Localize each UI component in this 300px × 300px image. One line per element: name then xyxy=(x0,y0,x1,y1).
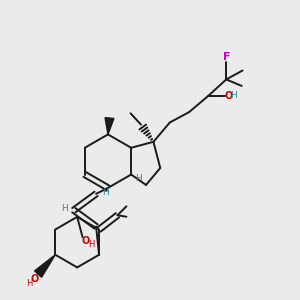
Text: H: H xyxy=(230,91,237,100)
Text: H: H xyxy=(27,279,33,288)
Text: H: H xyxy=(88,240,94,249)
Text: F: F xyxy=(223,52,230,62)
Text: O: O xyxy=(224,91,232,101)
Text: O: O xyxy=(30,274,38,284)
Text: H: H xyxy=(135,174,142,183)
Polygon shape xyxy=(34,255,55,277)
Text: O: O xyxy=(82,236,90,246)
Polygon shape xyxy=(105,118,114,134)
Text: H: H xyxy=(61,204,68,213)
Text: H: H xyxy=(102,188,109,197)
